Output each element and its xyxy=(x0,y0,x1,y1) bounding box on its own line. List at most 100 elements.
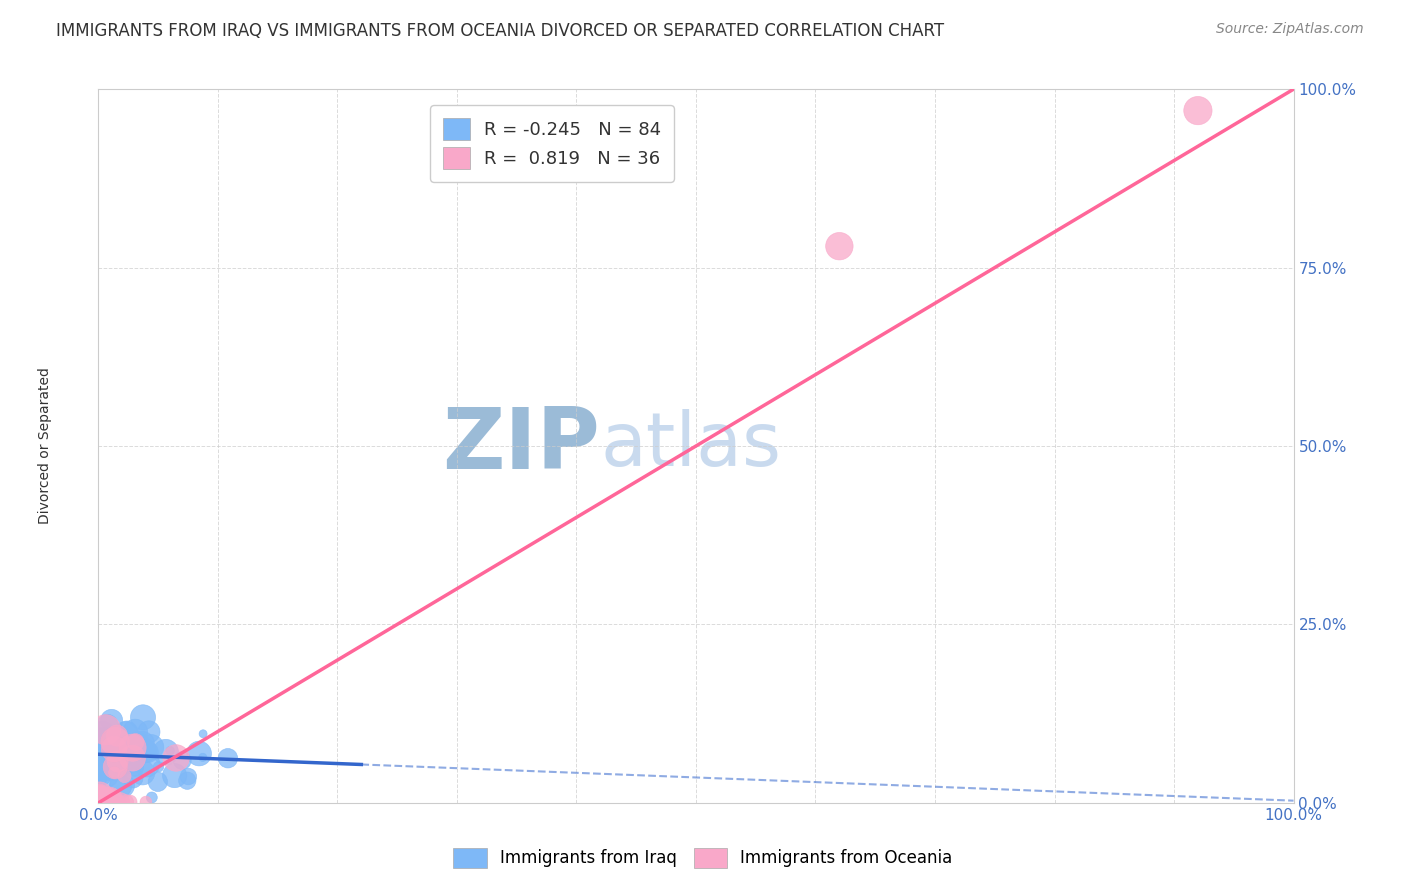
Point xyxy=(89,762,111,776)
Point xyxy=(89,795,111,809)
Point xyxy=(118,795,141,809)
Point xyxy=(89,747,111,762)
Point xyxy=(94,736,117,750)
Point xyxy=(101,756,124,770)
Point xyxy=(97,763,120,777)
Point xyxy=(100,714,122,728)
Point xyxy=(217,751,239,765)
Point xyxy=(89,749,111,764)
Point xyxy=(100,744,122,758)
Point xyxy=(114,769,136,783)
Point xyxy=(138,725,160,739)
Point xyxy=(96,795,118,809)
Point xyxy=(93,795,115,809)
Point xyxy=(89,735,111,749)
Point xyxy=(94,795,117,809)
Point xyxy=(93,731,115,746)
Point xyxy=(90,772,112,786)
Legend: R = -0.245   N = 84, R =  0.819   N = 36: R = -0.245 N = 84, R = 0.819 N = 36 xyxy=(430,105,673,182)
Point xyxy=(141,790,163,805)
Point xyxy=(94,734,117,748)
Point xyxy=(94,723,117,737)
Point xyxy=(103,742,125,756)
Point xyxy=(97,742,120,756)
Point xyxy=(89,785,111,799)
Point xyxy=(114,748,136,763)
Legend: Immigrants from Iraq, Immigrants from Oceania: Immigrants from Iraq, Immigrants from Oc… xyxy=(447,841,959,875)
Point xyxy=(89,735,111,749)
Point xyxy=(135,795,157,809)
Point xyxy=(115,742,138,756)
Point xyxy=(114,747,136,761)
Point xyxy=(124,724,146,739)
Point xyxy=(135,757,157,772)
Point xyxy=(132,710,155,724)
Point xyxy=(1187,103,1209,118)
Point xyxy=(91,756,114,770)
Point xyxy=(90,766,112,780)
Point xyxy=(121,751,143,765)
Point xyxy=(96,718,118,732)
Point xyxy=(120,746,142,760)
Point xyxy=(110,749,132,764)
Point xyxy=(121,740,143,755)
Point xyxy=(115,759,138,773)
Point xyxy=(93,746,115,760)
Point xyxy=(146,774,169,789)
Point xyxy=(191,750,214,764)
Point xyxy=(124,735,146,749)
Point xyxy=(97,795,120,809)
Point xyxy=(127,754,149,768)
Point xyxy=(104,795,127,809)
Point xyxy=(110,795,132,809)
Point xyxy=(89,754,111,768)
Point xyxy=(90,730,112,744)
Point xyxy=(191,727,214,741)
Point xyxy=(98,747,121,762)
Point xyxy=(104,755,127,769)
Point xyxy=(108,740,131,755)
Point xyxy=(93,748,115,763)
Point xyxy=(97,770,120,784)
Point xyxy=(89,795,111,809)
Text: Source: ZipAtlas.com: Source: ZipAtlas.com xyxy=(1216,22,1364,37)
Point xyxy=(131,765,153,780)
Point xyxy=(104,751,127,765)
Point xyxy=(114,727,136,741)
Point xyxy=(124,761,146,775)
Point xyxy=(159,744,181,758)
Point xyxy=(148,760,170,774)
Point xyxy=(110,780,132,794)
Point xyxy=(104,734,127,748)
Point xyxy=(108,761,131,775)
Point xyxy=(104,760,127,774)
Point xyxy=(98,762,121,776)
Point xyxy=(103,765,125,780)
Point xyxy=(101,726,124,740)
Point xyxy=(136,745,159,759)
Point xyxy=(155,745,177,759)
Point xyxy=(93,753,115,767)
Point xyxy=(89,795,111,809)
Point xyxy=(91,727,114,741)
Point xyxy=(111,778,134,792)
Point xyxy=(90,785,112,799)
Point xyxy=(115,795,138,809)
Point xyxy=(93,747,115,762)
Point xyxy=(93,752,115,766)
Point xyxy=(115,725,138,739)
Text: Divorced or Separated: Divorced or Separated xyxy=(38,368,52,524)
Point xyxy=(163,768,186,782)
Point xyxy=(139,740,162,755)
Point xyxy=(89,732,111,747)
Point xyxy=(176,773,198,788)
Point xyxy=(97,795,120,809)
Point xyxy=(188,747,211,761)
Point xyxy=(94,740,117,755)
Point xyxy=(94,756,117,770)
Point xyxy=(90,751,112,765)
Point xyxy=(105,733,128,747)
Point xyxy=(105,729,128,743)
Point xyxy=(165,751,187,765)
Point xyxy=(100,795,122,809)
